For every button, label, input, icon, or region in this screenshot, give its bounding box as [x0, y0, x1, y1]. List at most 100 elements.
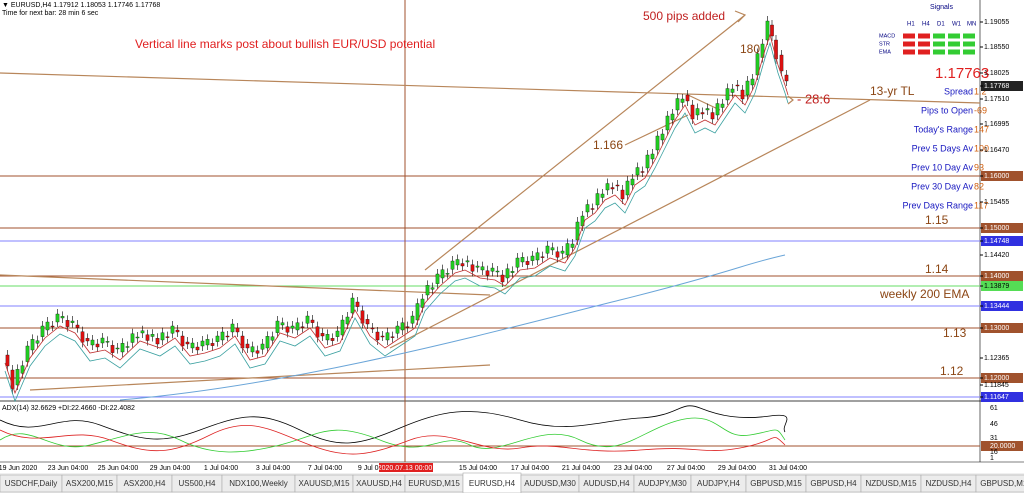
candle	[450, 260, 455, 270]
price-label: 1.13000	[984, 325, 1009, 332]
signal-cell	[903, 49, 915, 55]
candle	[610, 187, 615, 190]
signal-cell	[918, 41, 930, 47]
candle	[270, 336, 275, 341]
tab-label[interactable]: USDCHF,Daily	[5, 479, 57, 488]
info-value: 1.2	[974, 86, 987, 96]
time-label: 9 Jul 04:00	[358, 465, 392, 472]
info-label: Today's Range	[914, 124, 973, 134]
candle	[410, 315, 415, 324]
candle	[260, 343, 265, 350]
tab-label[interactable]: NDX100,Weekly	[229, 479, 288, 488]
time-label: 1 Jul 04:00	[204, 465, 238, 472]
price-box	[981, 373, 1023, 383]
time-label: 21 Jul 04:00	[562, 465, 600, 472]
tab-label[interactable]: ASX200,M15	[66, 479, 114, 488]
candle	[290, 325, 295, 329]
weekly-ema	[119, 254, 786, 401]
candle	[505, 268, 510, 279]
tab-label[interactable]: GBPUSD,M15	[750, 479, 802, 488]
candle	[50, 325, 55, 328]
candle	[520, 257, 525, 263]
time-label: 25 Jun 04:00	[98, 465, 139, 472]
tab-label[interactable]: EURUSD,H4	[469, 479, 516, 488]
candle	[730, 88, 735, 93]
candle	[125, 346, 130, 348]
candle	[615, 184, 620, 187]
time-label: 17 Jul 04:00	[511, 465, 549, 472]
tab-label[interactable]: XAUUSD,H4	[356, 479, 402, 488]
tab-label[interactable]: EURUSD,M15	[408, 479, 460, 488]
candle	[185, 341, 190, 345]
tab-label[interactable]: AUDUSD,H4	[583, 479, 630, 488]
candle	[65, 320, 70, 327]
candle	[680, 98, 685, 103]
info-value: -69	[974, 105, 987, 115]
candle	[515, 257, 520, 268]
candle	[350, 297, 355, 314]
candle	[135, 336, 140, 339]
price-label: 1.18550	[984, 44, 1009, 51]
info-value: 93	[974, 162, 984, 172]
candle	[455, 259, 460, 266]
candle	[145, 334, 150, 341]
candle	[485, 270, 490, 276]
price-label: 1.13444	[984, 303, 1009, 310]
candle	[635, 167, 640, 176]
signal-column: MN	[967, 22, 976, 28]
candle	[35, 340, 40, 344]
tab-label[interactable]: AUDJPY,M30	[638, 479, 687, 488]
tab-label[interactable]: XAUUSD,M15	[298, 479, 350, 488]
tab[interactable]	[975, 474, 1024, 493]
tab-label[interactable]: AUDJPY,H4	[697, 479, 741, 488]
candle	[745, 80, 750, 96]
annotation: 1.14	[925, 262, 949, 276]
tab-label[interactable]: GBPUSD,H4	[810, 479, 857, 488]
info-value: 100	[974, 143, 989, 153]
signal-cell	[903, 41, 915, 47]
candle	[670, 113, 675, 121]
candle	[525, 261, 530, 265]
candle	[175, 329, 180, 333]
candle	[425, 285, 430, 296]
candle	[565, 243, 570, 256]
price-label: 1.12365	[984, 355, 1009, 362]
tab-label[interactable]: US500,H4	[179, 479, 216, 488]
signal-row: MACD	[879, 33, 895, 39]
candle	[225, 335, 230, 338]
candle	[545, 245, 550, 254]
tab-label[interactable]: NZDUSD,M15	[865, 479, 917, 488]
signal-cell	[963, 33, 975, 39]
candle	[265, 336, 270, 349]
time-label: 2020.07.13 00:00	[378, 465, 433, 472]
candle	[370, 327, 375, 330]
tab-label[interactable]: AUDUSD,M30	[524, 479, 576, 488]
tab-label[interactable]: ASX200,H4	[124, 479, 166, 488]
candles	[4, 16, 789, 403]
candle	[320, 333, 325, 337]
signal-cell	[933, 49, 945, 55]
candle	[235, 327, 240, 333]
price-box	[981, 392, 1023, 402]
adx-line	[0, 405, 788, 444]
bar-timer: Time for next bar: 28 min 6 sec	[2, 10, 99, 17]
time-label: 3 Jul 04:00	[256, 465, 290, 472]
candle	[715, 103, 720, 116]
tab-label[interactable]: NZDUSD,H4	[926, 479, 972, 488]
signal-cell	[933, 33, 945, 39]
candle	[60, 316, 65, 319]
indicator-box	[981, 441, 1023, 451]
tab-label[interactable]: GBPUSD,M15	[980, 479, 1024, 488]
candle	[395, 325, 400, 334]
candle	[495, 270, 500, 273]
level-lines	[0, 175, 980, 447]
candle	[190, 342, 195, 349]
candle	[620, 189, 625, 200]
candle	[784, 74, 789, 82]
info-label: Prev Days Range	[902, 200, 973, 210]
indicator-axis-label: 16	[990, 449, 998, 456]
info-value: 82	[974, 181, 984, 191]
candle	[465, 260, 470, 263]
